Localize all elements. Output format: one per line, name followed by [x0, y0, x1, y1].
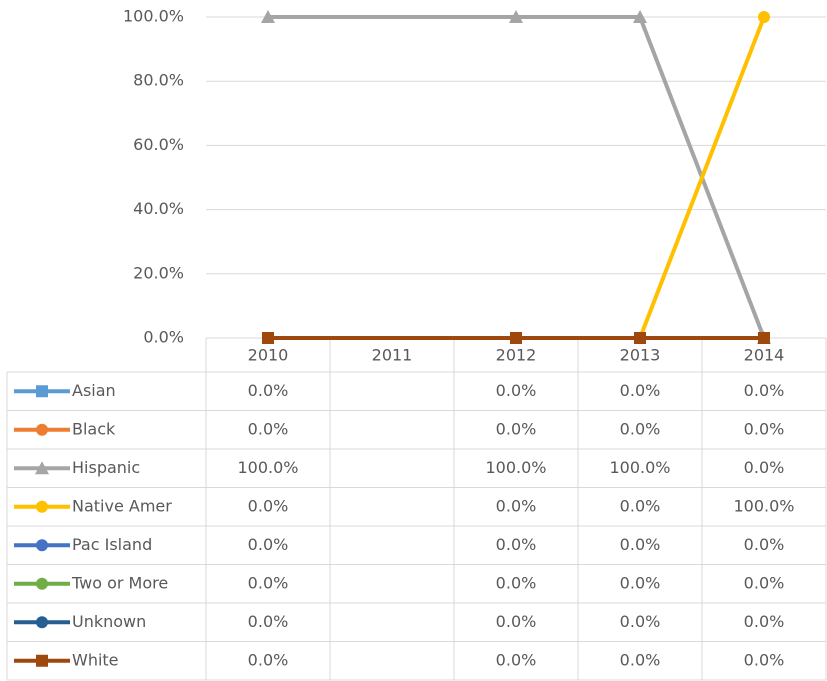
table-value: 100.0% [485, 458, 546, 477]
legend-label: White [72, 650, 119, 669]
marker [634, 332, 646, 344]
table-value: 100.0% [609, 458, 670, 477]
y-tick-label: 80.0% [133, 71, 184, 90]
legend-label: Pac Island [72, 535, 152, 554]
x-tick-label: 2014 [744, 346, 785, 365]
table-value: 0.0% [620, 573, 661, 592]
table-value: 0.0% [744, 535, 785, 554]
table-value: 0.0% [620, 381, 661, 400]
table-value: 0.0% [248, 419, 289, 438]
y-tick-label: 20.0% [133, 263, 184, 282]
y-tick-label: 100.0% [123, 7, 184, 26]
marker [633, 10, 647, 23]
legend-marker [36, 654, 48, 667]
x-tick-label: 2012 [496, 346, 537, 365]
table-value: 0.0% [744, 573, 785, 592]
x-tick-label: 2010 [248, 346, 289, 365]
table-value: 0.0% [496, 381, 537, 400]
legend-marker [36, 539, 48, 552]
y-tick-label: 0.0% [143, 328, 184, 347]
marker [262, 332, 274, 344]
marker [758, 11, 770, 23]
legend-label: Native Amer [72, 496, 172, 515]
table-value: 0.0% [248, 573, 289, 592]
table-value: 100.0% [733, 496, 794, 515]
table-value: 0.0% [744, 381, 785, 400]
table-value: 0.0% [496, 496, 537, 515]
table-value: 0.0% [496, 535, 537, 554]
marker [758, 332, 770, 344]
legend-label: Hispanic [72, 458, 140, 477]
legend-marker [35, 461, 49, 475]
table-value: 0.0% [744, 419, 785, 438]
y-tick-label: 60.0% [133, 135, 184, 154]
table-value: 0.0% [248, 496, 289, 515]
legend-label: Black [72, 419, 116, 438]
x-tick-label: 2013 [620, 346, 661, 365]
table-value: 100.0% [237, 458, 298, 477]
legend-marker [36, 500, 48, 513]
legend-label: Two or More [71, 573, 168, 592]
legend-marker [36, 385, 48, 398]
table-value: 0.0% [620, 419, 661, 438]
table-value: 0.0% [248, 535, 289, 554]
series-line [516, 16, 766, 340]
table-value: 0.0% [248, 650, 289, 669]
table-value: 0.0% [620, 535, 661, 554]
table-value: 0.0% [744, 612, 785, 631]
table-value: 0.0% [744, 458, 785, 477]
legend-marker [36, 616, 48, 629]
marker [509, 10, 523, 23]
series-line [516, 15, 766, 339]
table-value: 0.0% [248, 381, 289, 400]
legend-label: Unknown [72, 612, 146, 631]
table-value: 0.0% [496, 573, 537, 592]
y-tick-label: 40.0% [133, 199, 184, 218]
legend-label: Asian [72, 381, 116, 400]
table-value: 0.0% [496, 612, 537, 631]
table-value: 0.0% [620, 650, 661, 669]
legend-marker [36, 577, 48, 590]
x-tick-label: 2011 [372, 346, 413, 365]
table-value: 0.0% [496, 419, 537, 438]
table-value: 0.0% [496, 650, 537, 669]
marker [261, 10, 275, 23]
legend-marker [36, 423, 48, 436]
table-value: 0.0% [620, 496, 661, 515]
marker [510, 332, 522, 344]
table-value: 0.0% [744, 650, 785, 669]
table-value: 0.0% [248, 612, 289, 631]
table-value: 0.0% [620, 612, 661, 631]
